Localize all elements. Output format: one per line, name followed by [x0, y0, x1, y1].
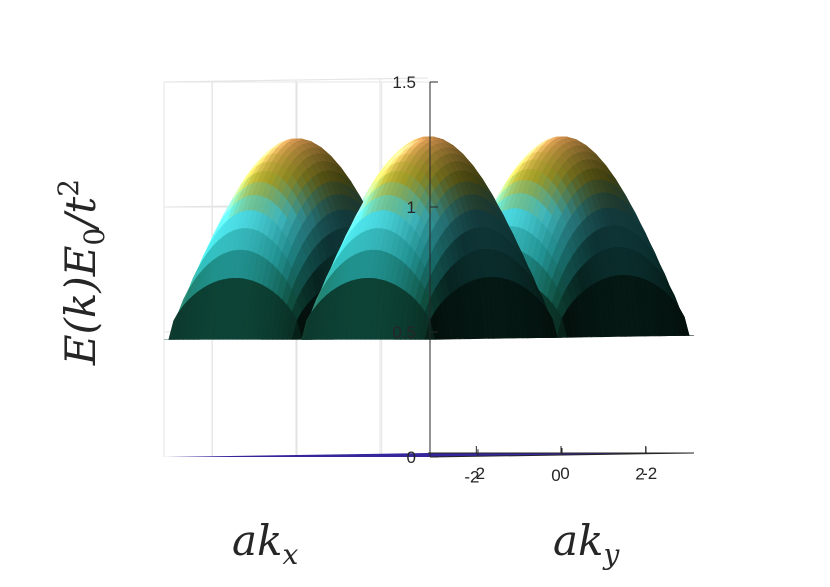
x-label-main: ak	[232, 516, 283, 565]
x-tick-label: 2	[476, 464, 485, 483]
z-label-tail: /t	[56, 197, 105, 232]
box-top-edge	[163, 77, 430, 83]
y-label-sub: y	[602, 538, 621, 571]
x-tick-label: -2	[642, 464, 657, 483]
x-tick-label: 0	[560, 464, 569, 483]
z-label-main: E(k)E	[56, 246, 105, 367]
z-label-sup: 2	[52, 179, 85, 197]
y-tick-label: -2	[464, 467, 479, 486]
floor-plane-fill	[164, 453, 694, 457]
floor-plane	[164, 453, 694, 457]
x-axis-label: akx	[232, 516, 299, 571]
x-tick-labels: -2 0 2	[476, 446, 657, 483]
z-tick-labels: 0 0.5 1 1.5	[392, 73, 438, 467]
z-tick-label: 0.5	[392, 323, 416, 342]
y-tick-label: 0	[551, 466, 560, 485]
z-label-sub: 0	[78, 228, 111, 246]
z-tick-label: 1	[407, 198, 416, 217]
y-axis-label: aky	[553, 516, 621, 571]
z-axis-label: E(k)E0/t2	[52, 179, 111, 366]
y-tick-labels: -2 0 2	[464, 446, 647, 486]
x-label-sub: x	[283, 538, 299, 571]
z-tick-label: 0	[407, 448, 416, 467]
z-tick-label: 1.5	[392, 73, 416, 92]
y-label-main: ak	[553, 516, 604, 565]
y-tick-label: 2	[635, 465, 644, 484]
energy-surface	[163, 136, 695, 340]
